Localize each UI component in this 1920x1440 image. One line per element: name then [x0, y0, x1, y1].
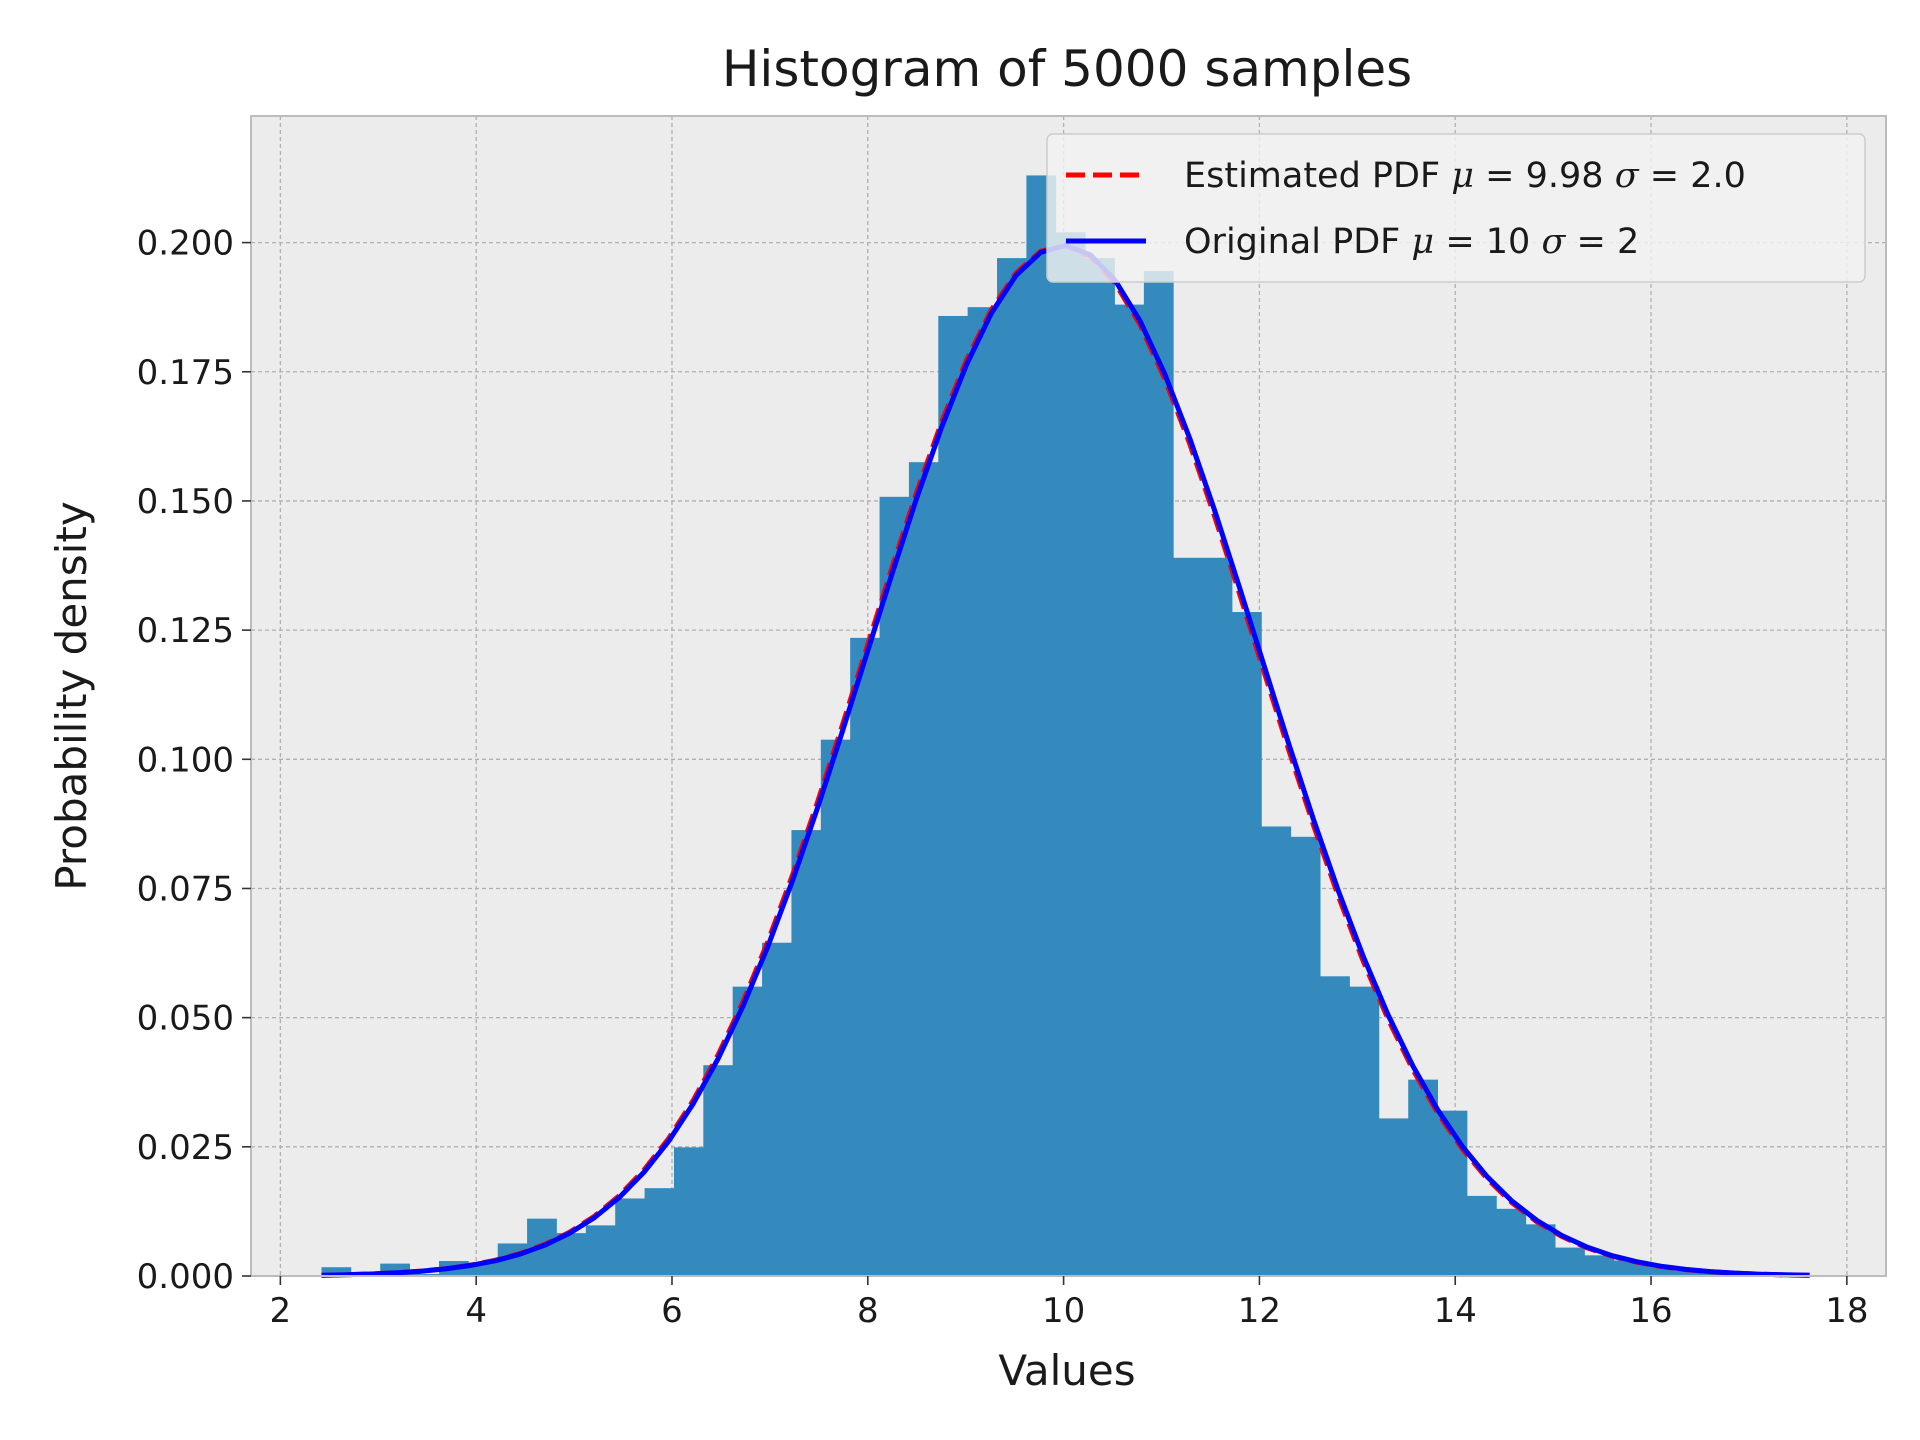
histogram-bar [1143, 271, 1174, 1277]
histogram-bar [1555, 1247, 1585, 1276]
histogram-bar [1378, 1118, 1409, 1276]
legend-estimated-sigma: 2.0 [1690, 156, 1746, 196]
histogram-bar [1643, 1265, 1673, 1276]
histogram-bar [644, 1188, 675, 1276]
x-tick-label: 8 [857, 1291, 879, 1331]
legend-equals: = [1445, 222, 1485, 262]
legend: Estimated PDF μ = 9.98 σ = 2.0 Original … [1046, 133, 1866, 283]
histogram-bar [938, 315, 969, 1276]
histogram-bar [615, 1198, 645, 1276]
histogram-bar [1408, 1079, 1438, 1276]
histogram-bars [321, 175, 1820, 1277]
histogram-bar [1466, 1195, 1497, 1276]
histogram-bar [585, 1225, 616, 1276]
y-tick-label: 0.000 [137, 1257, 234, 1297]
x-tick-label: 16 [1629, 1291, 1672, 1331]
histogram-bar [820, 739, 851, 1276]
histogram-bar [967, 307, 998, 1276]
y-tick-label: 0.175 [137, 353, 234, 393]
y-tick-label: 0.150 [137, 482, 234, 522]
histogram-bar [997, 258, 1027, 1277]
histogram-bar [1261, 826, 1292, 1276]
histogram-bar [791, 830, 822, 1276]
histogram-bar [703, 1065, 734, 1276]
legend-estimated-mu: 9.98 [1526, 156, 1604, 196]
y-axis-title: Probability density [47, 501, 96, 890]
histogram-bar [321, 1267, 352, 1276]
plot-frame [250, 115, 1887, 1277]
y-tick-label: 0.100 [137, 740, 234, 780]
legend-original-mu: 10 [1486, 222, 1531, 262]
y-tick-label: 0.200 [137, 224, 234, 264]
y-tick-label: 0.025 [137, 1128, 234, 1168]
legend-mu-symbol: μ [1451, 156, 1474, 196]
histogram-bar [1496, 1208, 1527, 1276]
x-tick-label: 12 [1238, 1291, 1281, 1331]
legend-original-label: Original PDF μ = 10 σ = 2 [1184, 222, 1639, 262]
x-tick-label: 10 [1042, 1291, 1085, 1331]
y-tick-label: 0.050 [137, 999, 234, 1039]
histogram-bar [1701, 1273, 1732, 1276]
histogram-bar [908, 462, 939, 1276]
y-tick-label: 0.075 [137, 869, 234, 909]
legend-original-name: Original PDF [1184, 222, 1400, 262]
histogram-bar [409, 1273, 440, 1276]
x-tick-label: 4 [465, 1291, 487, 1331]
legend-equals: = [1650, 156, 1690, 196]
y-axis-ticks: 0.000 0.025 0.050 0.075 0.100 0.125 0.150 0.175… [137, 224, 251, 1297]
legend-estimated-name: Estimated PDF [1184, 156, 1440, 196]
histogram-bar [1320, 976, 1350, 1276]
legend-sigma-symbol: σ [1541, 222, 1566, 262]
histogram-bar [1290, 836, 1321, 1276]
legend-sigma-symbol: σ [1615, 156, 1640, 196]
histogram-bar [1026, 175, 1057, 1277]
histogram-bar [1232, 612, 1262, 1276]
x-tick-label: 2 [270, 1291, 292, 1331]
x-tick-label: 18 [1825, 1291, 1868, 1331]
legend-estimated-label: Estimated PDF μ = 9.98 σ = 2.0 [1184, 156, 1746, 196]
histogram-bar [556, 1233, 587, 1276]
legend-equals: = [1577, 222, 1617, 262]
histogram-bar [879, 496, 910, 1277]
legend-mu-symbol: μ [1411, 222, 1434, 262]
histogram-bar [1672, 1270, 1703, 1276]
legend-equals: = [1485, 156, 1525, 196]
x-axis-title: Values [998, 1346, 1135, 1395]
legend-original-sigma: 2 [1617, 222, 1639, 262]
histogram-bar [1202, 557, 1233, 1276]
x-tick-label: 14 [1434, 1291, 1477, 1331]
histogram-bar [1437, 1110, 1468, 1276]
y-tick-label: 0.125 [137, 611, 234, 651]
histogram-bar [1173, 557, 1204, 1276]
histogram-bar [1085, 258, 1115, 1277]
histogram-bar [1349, 986, 1380, 1276]
histogram-bar [850, 637, 880, 1276]
x-axis-ticks: 2 4 6 8 10 12 14 16 18 [270, 1276, 1868, 1331]
histogram-bar [1114, 304, 1145, 1276]
legend-box [1046, 133, 1866, 283]
chart-title: Histogram of 5000 samples [722, 40, 1412, 98]
histogram-bar [762, 942, 792, 1276]
x-tick-label: 6 [661, 1291, 683, 1331]
histogram-bar [1584, 1255, 1615, 1276]
histogram-bar [1525, 1224, 1556, 1276]
histogram-bar [673, 1147, 704, 1276]
histogram-bar [732, 986, 763, 1276]
histogram-bar [1055, 232, 1086, 1277]
